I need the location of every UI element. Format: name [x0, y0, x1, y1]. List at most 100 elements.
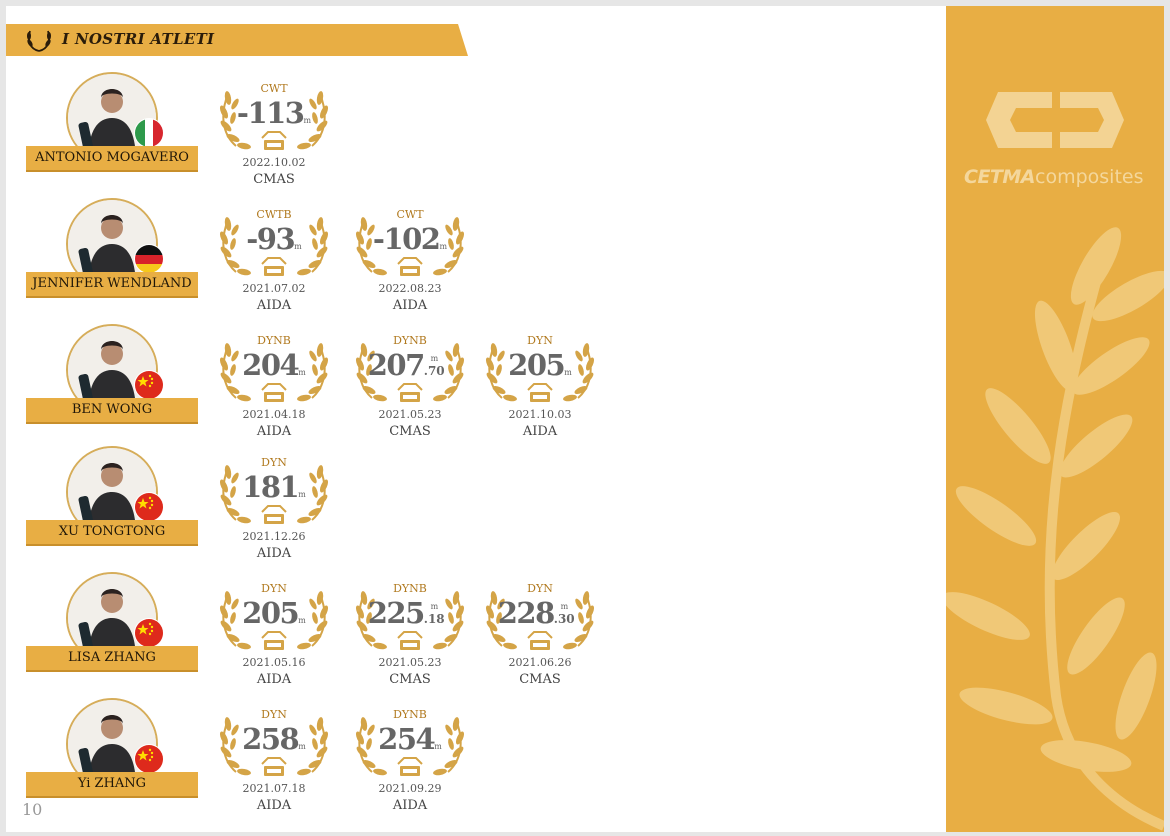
laurel-wreath-icon — [485, 591, 595, 650]
record-date: 2021.10.03 — [508, 408, 572, 421]
record-value: 258m — [214, 722, 334, 756]
record-badge: DYN 258m 2021.07.18 AIDA — [214, 698, 334, 824]
record-organization: CMAS — [519, 672, 561, 687]
record-organization: CMAS — [253, 172, 295, 187]
record-badge: DYNB 254m 2021.09.29 AIDA — [350, 698, 470, 824]
record-unit: m — [294, 242, 302, 251]
record-unit: m — [560, 602, 569, 611]
record-number: 181 — [242, 470, 300, 504]
athlete-row: ANTONIO MOGAVERO CWT — [6, 72, 936, 198]
record-organization: AIDA — [256, 546, 292, 561]
record-organization: CMAS — [389, 424, 431, 439]
record-badge: CWTB -93m 2021.07.02 AIDA — [214, 198, 334, 324]
record-badge: DYN 181m 2021.12.26 AIDA — [214, 446, 334, 572]
record-badge: DYNB 204m 2021.04.18 AIDA — [214, 324, 334, 450]
record-number: -102 — [372, 222, 441, 256]
record-date: 2021.07.02 — [242, 282, 306, 295]
athlete-name: BEN WONG — [26, 398, 198, 424]
record-decimal: .30 — [553, 612, 575, 626]
record-number: 204 — [242, 348, 300, 382]
athlete-name: Yi ZHANG — [26, 772, 198, 798]
athlete-row: BEN WONG DYNB 204m — [6, 324, 936, 450]
record-unit: m — [564, 368, 572, 377]
record-organization: AIDA — [256, 672, 292, 687]
record-badge: DYN 205m 2021.10.03 AIDA — [480, 324, 600, 450]
laurel-wreath-icon — [219, 343, 329, 402]
laurel-icon — [27, 30, 51, 52]
record-unit: m — [298, 616, 306, 625]
china-flag-icon — [134, 744, 164, 774]
record-badge: CWT -113m 2022.10.02 CMAS — [214, 72, 334, 198]
record-badge: DYN 205m 2021.05.16 AIDA — [214, 572, 334, 698]
record-value: 205m — [480, 348, 600, 382]
italy-flag-icon — [134, 118, 164, 148]
record-discipline: DYN — [261, 456, 287, 469]
china-flag-icon — [134, 618, 164, 648]
brand-logo-text: CETMAcomposites — [964, 166, 1144, 188]
china-flag-icon — [134, 370, 164, 400]
record-unit: m — [298, 490, 306, 499]
record-date: 2021.12.26 — [242, 530, 306, 543]
record-date: 2021.05.23 — [378, 408, 442, 421]
record-number: 228 — [497, 596, 556, 630]
record-organization: AIDA — [392, 298, 428, 313]
laurel-wreath-icon — [219, 591, 329, 650]
record-decimal: .18 — [423, 612, 445, 626]
record-decimal: .70 — [423, 364, 445, 378]
record-date: 2021.06.26 — [508, 656, 572, 669]
banner-background — [6, 24, 468, 56]
record-date: 2022.08.23 — [378, 282, 442, 295]
record-number: 207 — [367, 348, 426, 382]
record-unit: m — [430, 354, 439, 363]
page-title: I NOSTRI ATLETI — [62, 30, 215, 48]
record-value: 228.30m — [480, 596, 600, 630]
record-discipline: DYNB — [257, 334, 291, 347]
record-discipline: DYNB — [393, 708, 427, 721]
record-badge: DYNB 207.70m 2021.05.23 CMAS — [350, 324, 470, 450]
laurel-wreath-icon — [355, 717, 465, 776]
record-date: 2021.09.29 — [378, 782, 442, 795]
record-number: 258 — [242, 722, 300, 756]
brand-logo-icon — [986, 92, 1124, 148]
record-badge: DYN 228.30m 2021.06.26 CMAS — [480, 572, 600, 698]
brochure-page: I NOSTRI ATLETI ANTONIO MOGAVERO — [6, 6, 1164, 832]
record-value: 205m — [214, 596, 334, 630]
record-organization: CMAS — [389, 672, 431, 687]
record-date: 2022.10.02 — [242, 156, 306, 169]
athlete-row: JENNIFER WENDLAND CWTB — [6, 198, 936, 324]
record-number: -113 — [236, 96, 305, 130]
record-value: -93m — [214, 222, 334, 256]
laurel-wreath-icon — [219, 717, 329, 776]
record-value: -113m — [214, 96, 334, 130]
china-flag-icon — [134, 492, 164, 522]
record-discipline: CWT — [396, 208, 424, 221]
record-number: -93 — [246, 222, 295, 256]
record-discipline: DYN — [261, 708, 287, 721]
athlete-name: XU TONGTONG — [26, 520, 198, 546]
laurel-wreath-icon — [355, 591, 465, 650]
record-date: 2021.04.18 — [242, 408, 306, 421]
brand-side-panel: CETMAcomposites — [946, 6, 1164, 832]
record-number: 225 — [367, 596, 426, 630]
record-date: 2021.05.23 — [378, 656, 442, 669]
record-value: 181m — [214, 470, 334, 504]
athlete-row: Yi ZHANG DYN 258m — [6, 698, 936, 824]
record-organization: AIDA — [256, 798, 292, 813]
record-unit: m — [298, 742, 306, 751]
record-unit: m — [434, 742, 442, 751]
laurel-wreath-icon — [355, 343, 465, 402]
athlete-name: LISA ZHANG — [26, 646, 198, 672]
record-value: 204m — [214, 348, 334, 382]
record-organization: AIDA — [522, 424, 558, 439]
laurel-wreath-icon — [219, 465, 329, 524]
record-organization: AIDA — [256, 298, 292, 313]
record-number: 205 — [508, 348, 566, 382]
section-banner: I NOSTRI ATLETI — [6, 24, 468, 56]
germany-flag-icon — [134, 244, 164, 274]
record-badge: CWT -102m 2022.08.23 AIDA — [350, 198, 470, 324]
record-discipline: DYN — [261, 582, 287, 595]
record-number: 254 — [378, 722, 436, 756]
record-organization: AIDA — [256, 424, 292, 439]
record-value: 225.18m — [350, 596, 470, 630]
record-value: -102m — [350, 222, 470, 256]
